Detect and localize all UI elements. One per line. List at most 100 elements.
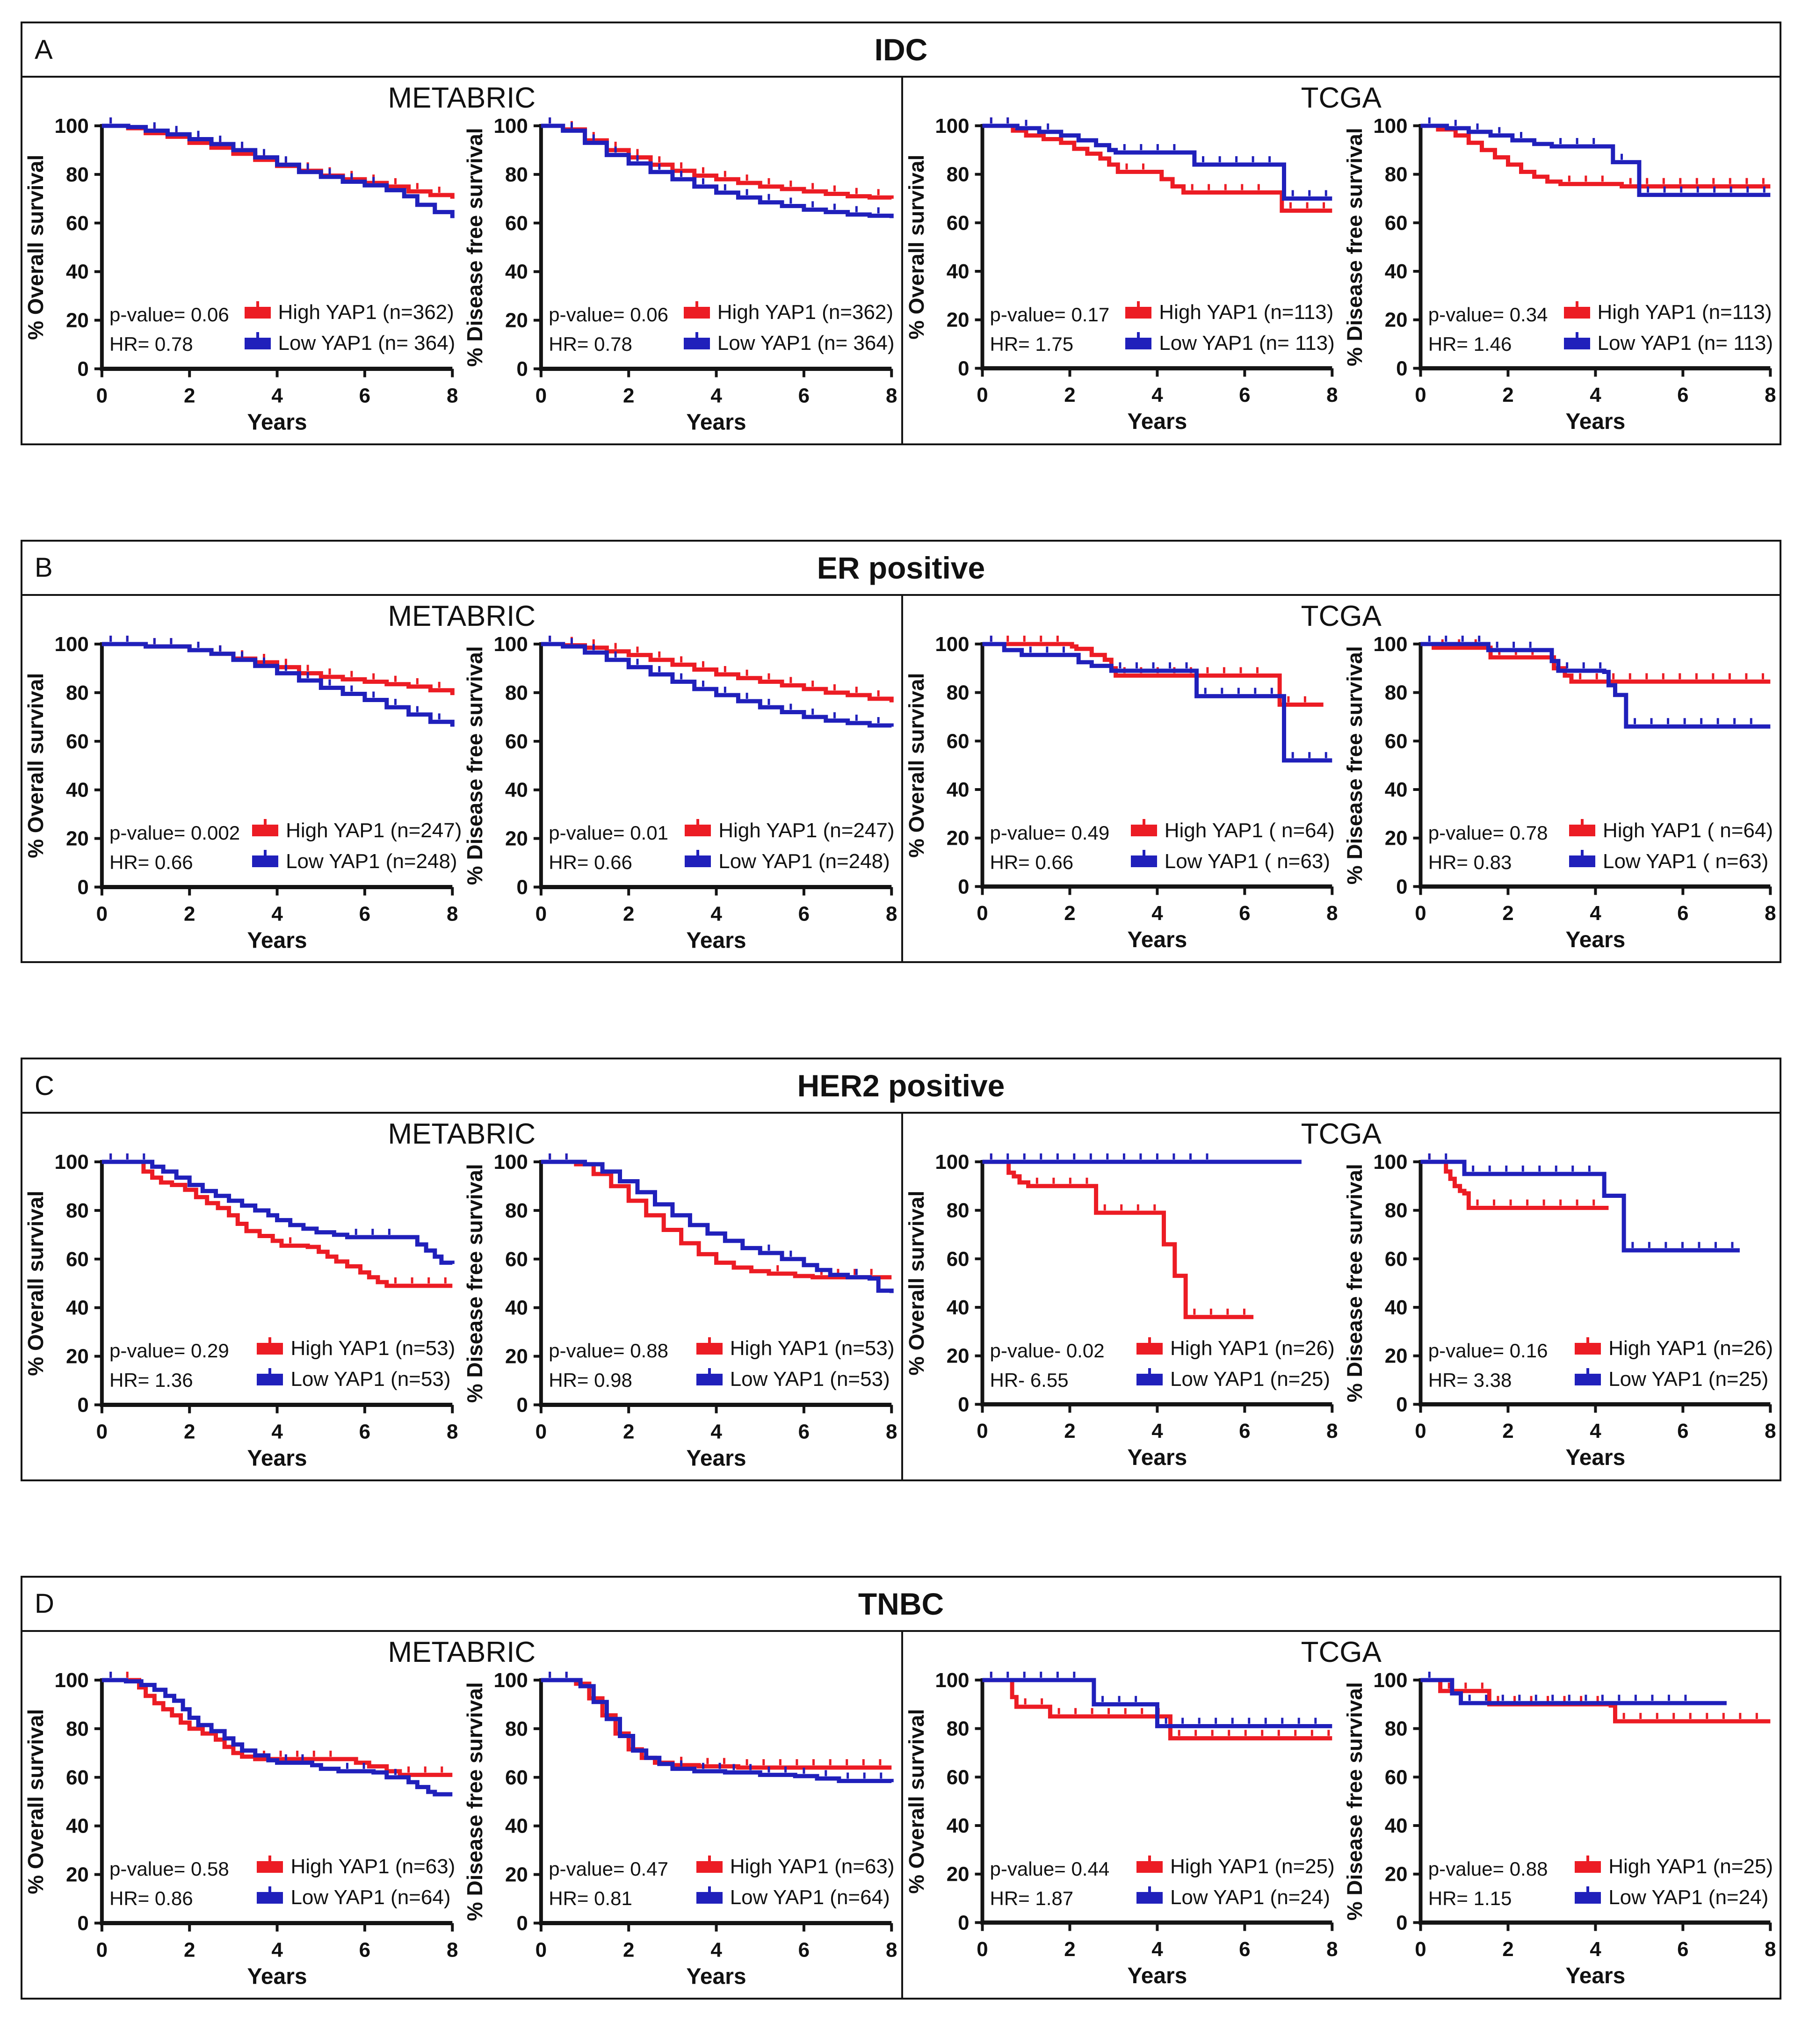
x-axis-label: Years [1565,1445,1625,1470]
panel-header: D TNBC [22,1578,1780,1632]
survival-curve-high-yap1 [1420,123,1771,189]
survival-curve-low-yap1 [541,635,894,728]
y-tick-label: 80 [946,1199,969,1222]
km-chart-disease-free-survival: 0 20 40 60 80 100 0 2 4 6 8 Years % Disease free sur… [463,1669,897,1989]
y-tick-label: 100 [55,115,89,138]
panel-header: C HER2 positive [22,1059,1780,1114]
panel-er-positive: B ER positive METABRIC 0 20 40 60 80 100 0 2 4 6 8 Yea… [21,539,1781,964]
y-tick-label: 80 [1385,1199,1408,1222]
y-tick-label: 40 [1385,778,1408,801]
x-axis-label: Years [247,928,307,953]
y-axis-label: % Overall survival [23,1191,48,1376]
x-tick-label: 2 [1502,1938,1513,1961]
km-chart-disease-free-survival: 0 20 40 60 80 100 0 2 4 6 8 Years % Disease free sur… [463,1151,897,1471]
panel-body: METABRIC 0 20 40 60 80 100 0 2 4 6 8 Years% Overall … [22,1114,1780,1479]
y-tick-label: 0 [77,1912,88,1935]
x-tick-label: 0 [977,384,988,406]
survival-curve-low-yap1 [1420,1153,1740,1253]
cohort-plots: 0 20 40 60 80 100 0 2 4 6 8 Years% Overall survival… [903,1668,1780,1990]
cohort-metabric: METABRIC 0 20 40 60 80 100 0 2 4 6 8 Years% Overall … [22,1114,901,1479]
y-tick-label: 0 [77,1394,88,1417]
x-tick-label: 4 [271,1421,283,1443]
cohort-title-metabric: METABRIC [388,600,536,632]
y-tick-label: 60 [1385,211,1408,234]
y-tick-label: 80 [1385,681,1408,704]
survival-curve-low-yap1 [982,117,1332,201]
y-tick-label: 100 [935,1669,969,1692]
cohort-plots: 0 20 40 60 80 100 0 2 4 6 8 Years% Overall survival… [903,114,1780,436]
x-tick-label: 2 [623,1939,634,1962]
y-tick-label: 80 [946,163,969,186]
y-tick-label: 0 [958,1393,969,1416]
y-tick-label: 60 [1385,730,1408,753]
x-tick-label: 4 [271,902,283,925]
y-tick-label: 40 [946,260,969,283]
km-chart-overall-survival: 0 20 40 60 80 100 0 2 4 6 8 Years % Overall survival [904,633,1338,952]
y-tick-label: 0 [77,876,88,899]
survival-curve-low-yap1 [1420,1672,1727,1705]
survival-curve-high-yap1 [541,635,894,703]
x-tick-label: 4 [1590,384,1601,406]
survival-curve-low-yap1 [101,1672,453,1797]
y-tick-label: 60 [946,730,969,753]
y-tick-label: 20 [946,826,969,849]
y-tick-label: 60 [66,730,89,753]
x-tick-label: 6 [1239,384,1250,406]
y-axis-label: % Overall survival [904,1191,928,1376]
y-axis-label: % Overall survival [904,155,928,340]
survival-curve-low-yap1 [101,1153,455,1265]
y-tick-label: 40 [946,1814,969,1837]
y-tick-label: 0 [517,1912,528,1935]
x-axis-label: Years [687,1446,746,1471]
survival-curve-low-yap1 [101,635,455,727]
y-tick-label: 100 [494,633,528,656]
x-tick-label: 6 [798,1421,810,1443]
y-tick-label: 80 [505,1718,528,1740]
y-tick-label: 100 [55,1151,89,1174]
y-tick-label: 60 [1385,1248,1408,1271]
x-axis-label: Years [1127,1445,1187,1470]
survival-curve-low-yap1 [541,1672,894,1783]
y-tick-label: 100 [1373,633,1407,656]
x-tick-label: 0 [536,384,547,407]
y-tick-label: 100 [494,115,528,138]
x-tick-label: 6 [1677,1420,1688,1443]
x-tick-label: 4 [711,902,723,925]
y-tick-label: 0 [1396,875,1407,898]
km-plot-disease-free-survival: 0 20 40 60 80 100 0 2 4 6 8 Years % Disease free sur… [1341,632,1780,954]
km-plot-disease-free-survival: 0 20 40 60 80 100 0 2 4 6 8 Years % Disease free sur… [1341,1668,1780,1990]
x-tick-label: 0 [96,1939,108,1962]
y-tick-label: 80 [505,1199,528,1222]
x-tick-label: 6 [1677,1938,1688,1961]
x-tick-label: 4 [1151,902,1163,925]
y-tick-label: 60 [946,211,969,234]
y-tick-label: 20 [505,1345,528,1368]
y-tick-label: 60 [66,1248,89,1271]
x-tick-label: 6 [1239,1420,1250,1443]
x-tick-label: 6 [359,1421,370,1443]
y-tick-label: 100 [494,1669,528,1692]
x-tick-label: 2 [1502,1420,1513,1443]
x-tick-label: 8 [1765,1420,1776,1443]
panel-title: TNBC [858,1586,944,1621]
x-tick-label: 8 [886,1939,897,1962]
x-axis-label: Years [687,928,746,953]
panel-letter: C [35,1070,54,1101]
x-axis-label: Years [1127,409,1187,434]
km-chart-overall-survival: 0 20 40 60 80 100 0 2 4 6 8 Years % Overall survival [23,115,458,435]
x-tick-label: 4 [711,1421,723,1443]
km-plot-disease-free-survival: 0 20 40 60 80 100 0 2 4 6 8 Years % Disease free sur… [462,632,901,955]
panel-title: HER2 positive [797,1068,1005,1103]
y-tick-label: 60 [946,1766,969,1789]
y-tick-label: 20 [1385,826,1408,849]
panel-idc: A IDC METABRIC 0 20 40 60 80 100 0 2 4 6 8 Years% Over… [21,22,1781,445]
y-tick-label: 0 [1396,357,1407,380]
y-tick-label: 80 [66,1199,89,1222]
y-tick-label: 20 [66,1345,89,1368]
x-axis-label: Years [1565,928,1625,952]
y-axis-label: % Disease free survival [1342,646,1367,884]
y-tick-label: 40 [66,1815,89,1838]
y-tick-label: 60 [505,730,528,753]
y-tick-label: 100 [935,1151,969,1174]
